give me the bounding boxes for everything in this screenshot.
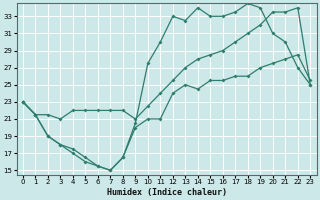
X-axis label: Humidex (Indice chaleur): Humidex (Indice chaleur) [107,188,227,197]
